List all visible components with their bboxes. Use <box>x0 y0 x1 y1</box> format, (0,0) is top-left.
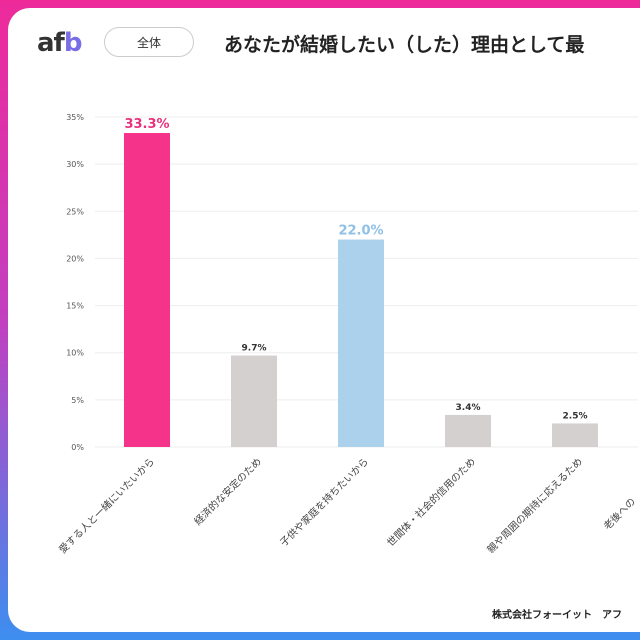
y-tick-label: 20% <box>66 254 84 263</box>
y-tick-label: 25% <box>66 207 84 216</box>
filter-pill-all[interactable]: 全体 <box>104 27 194 57</box>
bar <box>124 133 170 447</box>
x-category-label: 経済的な安定のため <box>191 455 264 528</box>
y-tick-label: 30% <box>66 160 84 169</box>
footer-credit: 株式会社フォーイット アフ <box>492 610 622 621</box>
bar <box>552 423 598 447</box>
y-tick-label: 5% <box>71 396 84 405</box>
bar <box>231 355 277 447</box>
y-tick-label: 0% <box>71 443 84 452</box>
x-category-label: 子供や家庭を持ちたいから <box>277 455 371 549</box>
bar <box>338 239 384 447</box>
afb-logo: afb <box>37 28 82 58</box>
data-label: 3.4% <box>456 403 481 413</box>
data-label: 22.0% <box>338 224 383 239</box>
data-label: 9.7% <box>242 344 267 354</box>
data-label: 2.5% <box>563 411 588 421</box>
x-category-label: 老後への <box>601 495 638 532</box>
y-tick-label: 35% <box>66 113 84 122</box>
x-category-label: 愛する人と一緒にいたいから <box>56 455 157 556</box>
x-category-label: 親や周囲の期待に応えるため <box>484 455 585 556</box>
y-tick-label: 10% <box>66 349 84 358</box>
x-category-label: 世間体・社会的信用のため <box>384 455 478 549</box>
chart-card <box>8 8 640 632</box>
chart-title: あなたが結婚したい（した）理由として最 <box>224 34 585 56</box>
data-label: 33.3% <box>124 117 169 132</box>
y-tick-label: 15% <box>66 302 84 311</box>
bar <box>445 414 491 447</box>
